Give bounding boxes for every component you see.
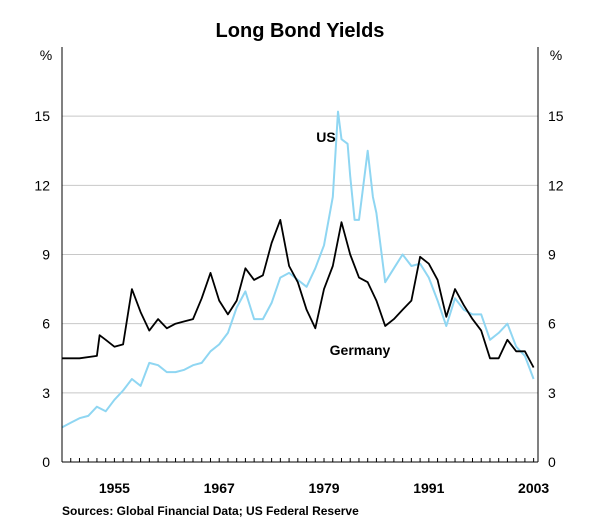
- x-tick-label: 1955: [99, 480, 130, 496]
- axis-layer: 0 0 3 3 6 6 9 9 12 12 15 15 1955 1967 1979 1991 2003: [34, 47, 564, 496]
- y-tick-label-right: 9: [548, 247, 556, 263]
- y-axis-unit-left: %: [40, 47, 52, 63]
- y-tick-label-left: 15: [34, 108, 50, 124]
- y-tick-label-left: 3: [42, 385, 50, 401]
- x-tick-label: 1979: [308, 480, 339, 496]
- series-label-germany: Germany: [330, 342, 391, 358]
- y-tick-label-right: 15: [548, 108, 564, 124]
- series-layer: [61, 110, 535, 429]
- y-tick-label-right: 12: [548, 177, 564, 193]
- y-tick-label-left: 0: [42, 454, 50, 470]
- chart-title: Long Bond Yields: [216, 20, 385, 42]
- y-tick-label-right: 3: [548, 385, 556, 401]
- x-tick-label: 2003: [518, 480, 549, 496]
- x-tick-label: 1991: [413, 480, 444, 496]
- source-note: Sources: Global Financial Data; US Feder…: [62, 504, 359, 518]
- series-label-us: US: [316, 129, 335, 145]
- series-line-germany: [62, 218, 535, 368]
- x-tick-label: 1967: [204, 480, 235, 496]
- y-tick-label-right: 6: [548, 316, 556, 332]
- gridlines: [62, 115, 538, 394]
- series-line-us: [61, 110, 535, 429]
- y-tick-label-right: 0: [548, 454, 556, 470]
- y-tick-label-left: 9: [42, 247, 50, 263]
- y-tick-label-left: 6: [42, 316, 50, 332]
- y-tick-label-left: 12: [34, 177, 50, 193]
- y-axis-unit-right: %: [550, 47, 562, 63]
